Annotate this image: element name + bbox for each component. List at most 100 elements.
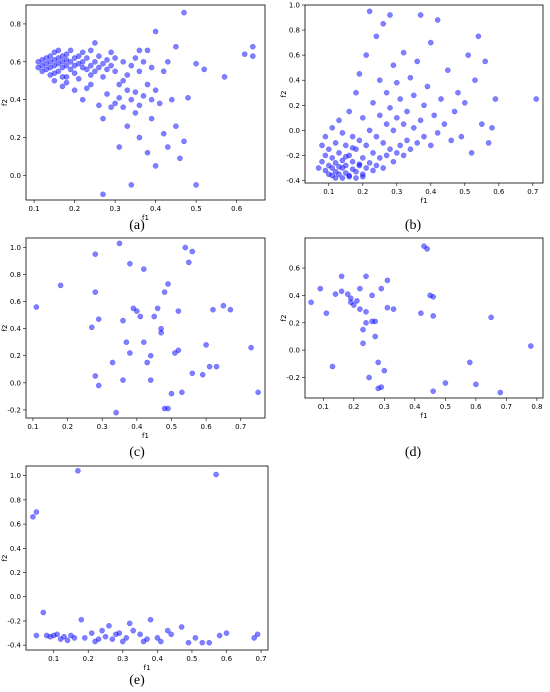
data-point [359, 173, 366, 180]
data-point [88, 62, 94, 69]
data-point [33, 509, 40, 515]
data-point [88, 47, 94, 54]
y-tick-label: 1.0 [10, 472, 21, 480]
data-point [181, 138, 187, 145]
data-point [322, 133, 329, 140]
data-point [346, 108, 353, 115]
y-tick-label: 0.0 [289, 127, 300, 135]
data-point [378, 384, 385, 390]
y-tick-label: 0.8 [10, 20, 21, 28]
x-axis-label: f1 [142, 214, 149, 222]
data-point [95, 382, 102, 389]
data-point [95, 636, 102, 642]
data-point [338, 288, 345, 295]
data-point [323, 310, 330, 317]
y-tick-label: 0.4 [289, 292, 301, 300]
data-point [255, 389, 261, 396]
data-point [332, 291, 339, 297]
data-point [116, 240, 123, 247]
data-point [338, 273, 345, 280]
data-point [353, 175, 359, 181]
data-point [156, 100, 163, 107]
data-point [175, 347, 182, 354]
data-point [64, 637, 71, 644]
x-tick-label: 0.5 [186, 655, 197, 663]
data-point [96, 64, 102, 71]
data-point [248, 344, 254, 351]
data-point [404, 137, 410, 144]
data-point [104, 91, 110, 97]
data-point [360, 340, 366, 347]
x-tick-label: 0.4 [131, 423, 143, 431]
data-point [151, 313, 157, 320]
data-point [357, 285, 363, 292]
data-point [92, 251, 99, 257]
x-tick-label: 0.5 [166, 423, 177, 431]
y-tick-label: -0.4 [7, 642, 21, 650]
data-point [475, 33, 482, 40]
x-tick-label: 0.7 [235, 423, 246, 431]
data-point [363, 165, 370, 171]
data-point [147, 352, 154, 359]
data-point [473, 381, 479, 388]
data-point [82, 635, 88, 641]
data-point [254, 631, 261, 638]
data-point [375, 359, 382, 366]
data-point [54, 631, 60, 638]
data-point [164, 144, 171, 150]
data-point [390, 62, 397, 68]
data-point [206, 639, 212, 646]
x-tick-label: 0.3 [391, 188, 402, 196]
data-point [30, 514, 36, 520]
plot-frame-d [304, 237, 544, 399]
x-tick-label: 0.3 [97, 423, 108, 431]
y-axis-label: f2 [280, 315, 288, 322]
data-point [192, 635, 199, 641]
data-point [127, 260, 133, 267]
data-point [51, 77, 58, 84]
data-point [418, 310, 424, 317]
data-point [92, 59, 98, 65]
panel-d: 0.1 0.2 0.3 0.4 0.5 0.6 0.7 0.8 -0.2 0.0 0.2 0.4 0.6… [280, 237, 544, 420]
panel-a: 0.1 0.2 0.3 0.4 0.5 0.6 0.0 0.2 0.4 0.6 0.8 f1 f2 [1, 4, 266, 222]
plot-frame-e [25, 465, 269, 651]
caption-c: (c) [129, 445, 145, 460]
data-point [430, 388, 437, 395]
plot-frame-a [25, 4, 266, 201]
data-point [221, 74, 228, 80]
data-point [88, 630, 95, 636]
data-point [427, 142, 434, 149]
x-tick-label: 0.4 [152, 655, 164, 663]
y-tick-label: 1.0 [289, 2, 300, 10]
x-tick-label: 0.6 [231, 205, 243, 213]
data-point [84, 85, 90, 92]
data-point [346, 173, 353, 180]
y-tick-label: 0.6 [10, 58, 22, 66]
y-tick-label: 0.8 [289, 27, 300, 35]
x-tick-label: 0.1 [323, 188, 334, 196]
data-point [393, 79, 400, 86]
data-point [441, 121, 448, 127]
data-point [329, 363, 336, 370]
y-tick-label: 0.6 [289, 265, 301, 273]
data-point [148, 64, 155, 71]
y-tick-label: -0.2 [286, 374, 300, 382]
data-point [96, 102, 102, 109]
data-point [165, 281, 171, 287]
data-point [144, 81, 151, 88]
data-point [373, 162, 380, 169]
data-point [160, 68, 167, 75]
x-tick-label: 0.5 [440, 403, 451, 411]
data-point [124, 72, 131, 78]
data-point [123, 339, 130, 346]
data-point [92, 289, 99, 295]
data-point [108, 49, 114, 56]
data-point [380, 165, 387, 171]
data-point [465, 52, 472, 58]
data-point [249, 53, 256, 59]
data-point [182, 244, 189, 251]
data-point [339, 175, 346, 181]
data-point [116, 95, 122, 101]
data-point [349, 158, 356, 165]
data-point [137, 631, 143, 638]
